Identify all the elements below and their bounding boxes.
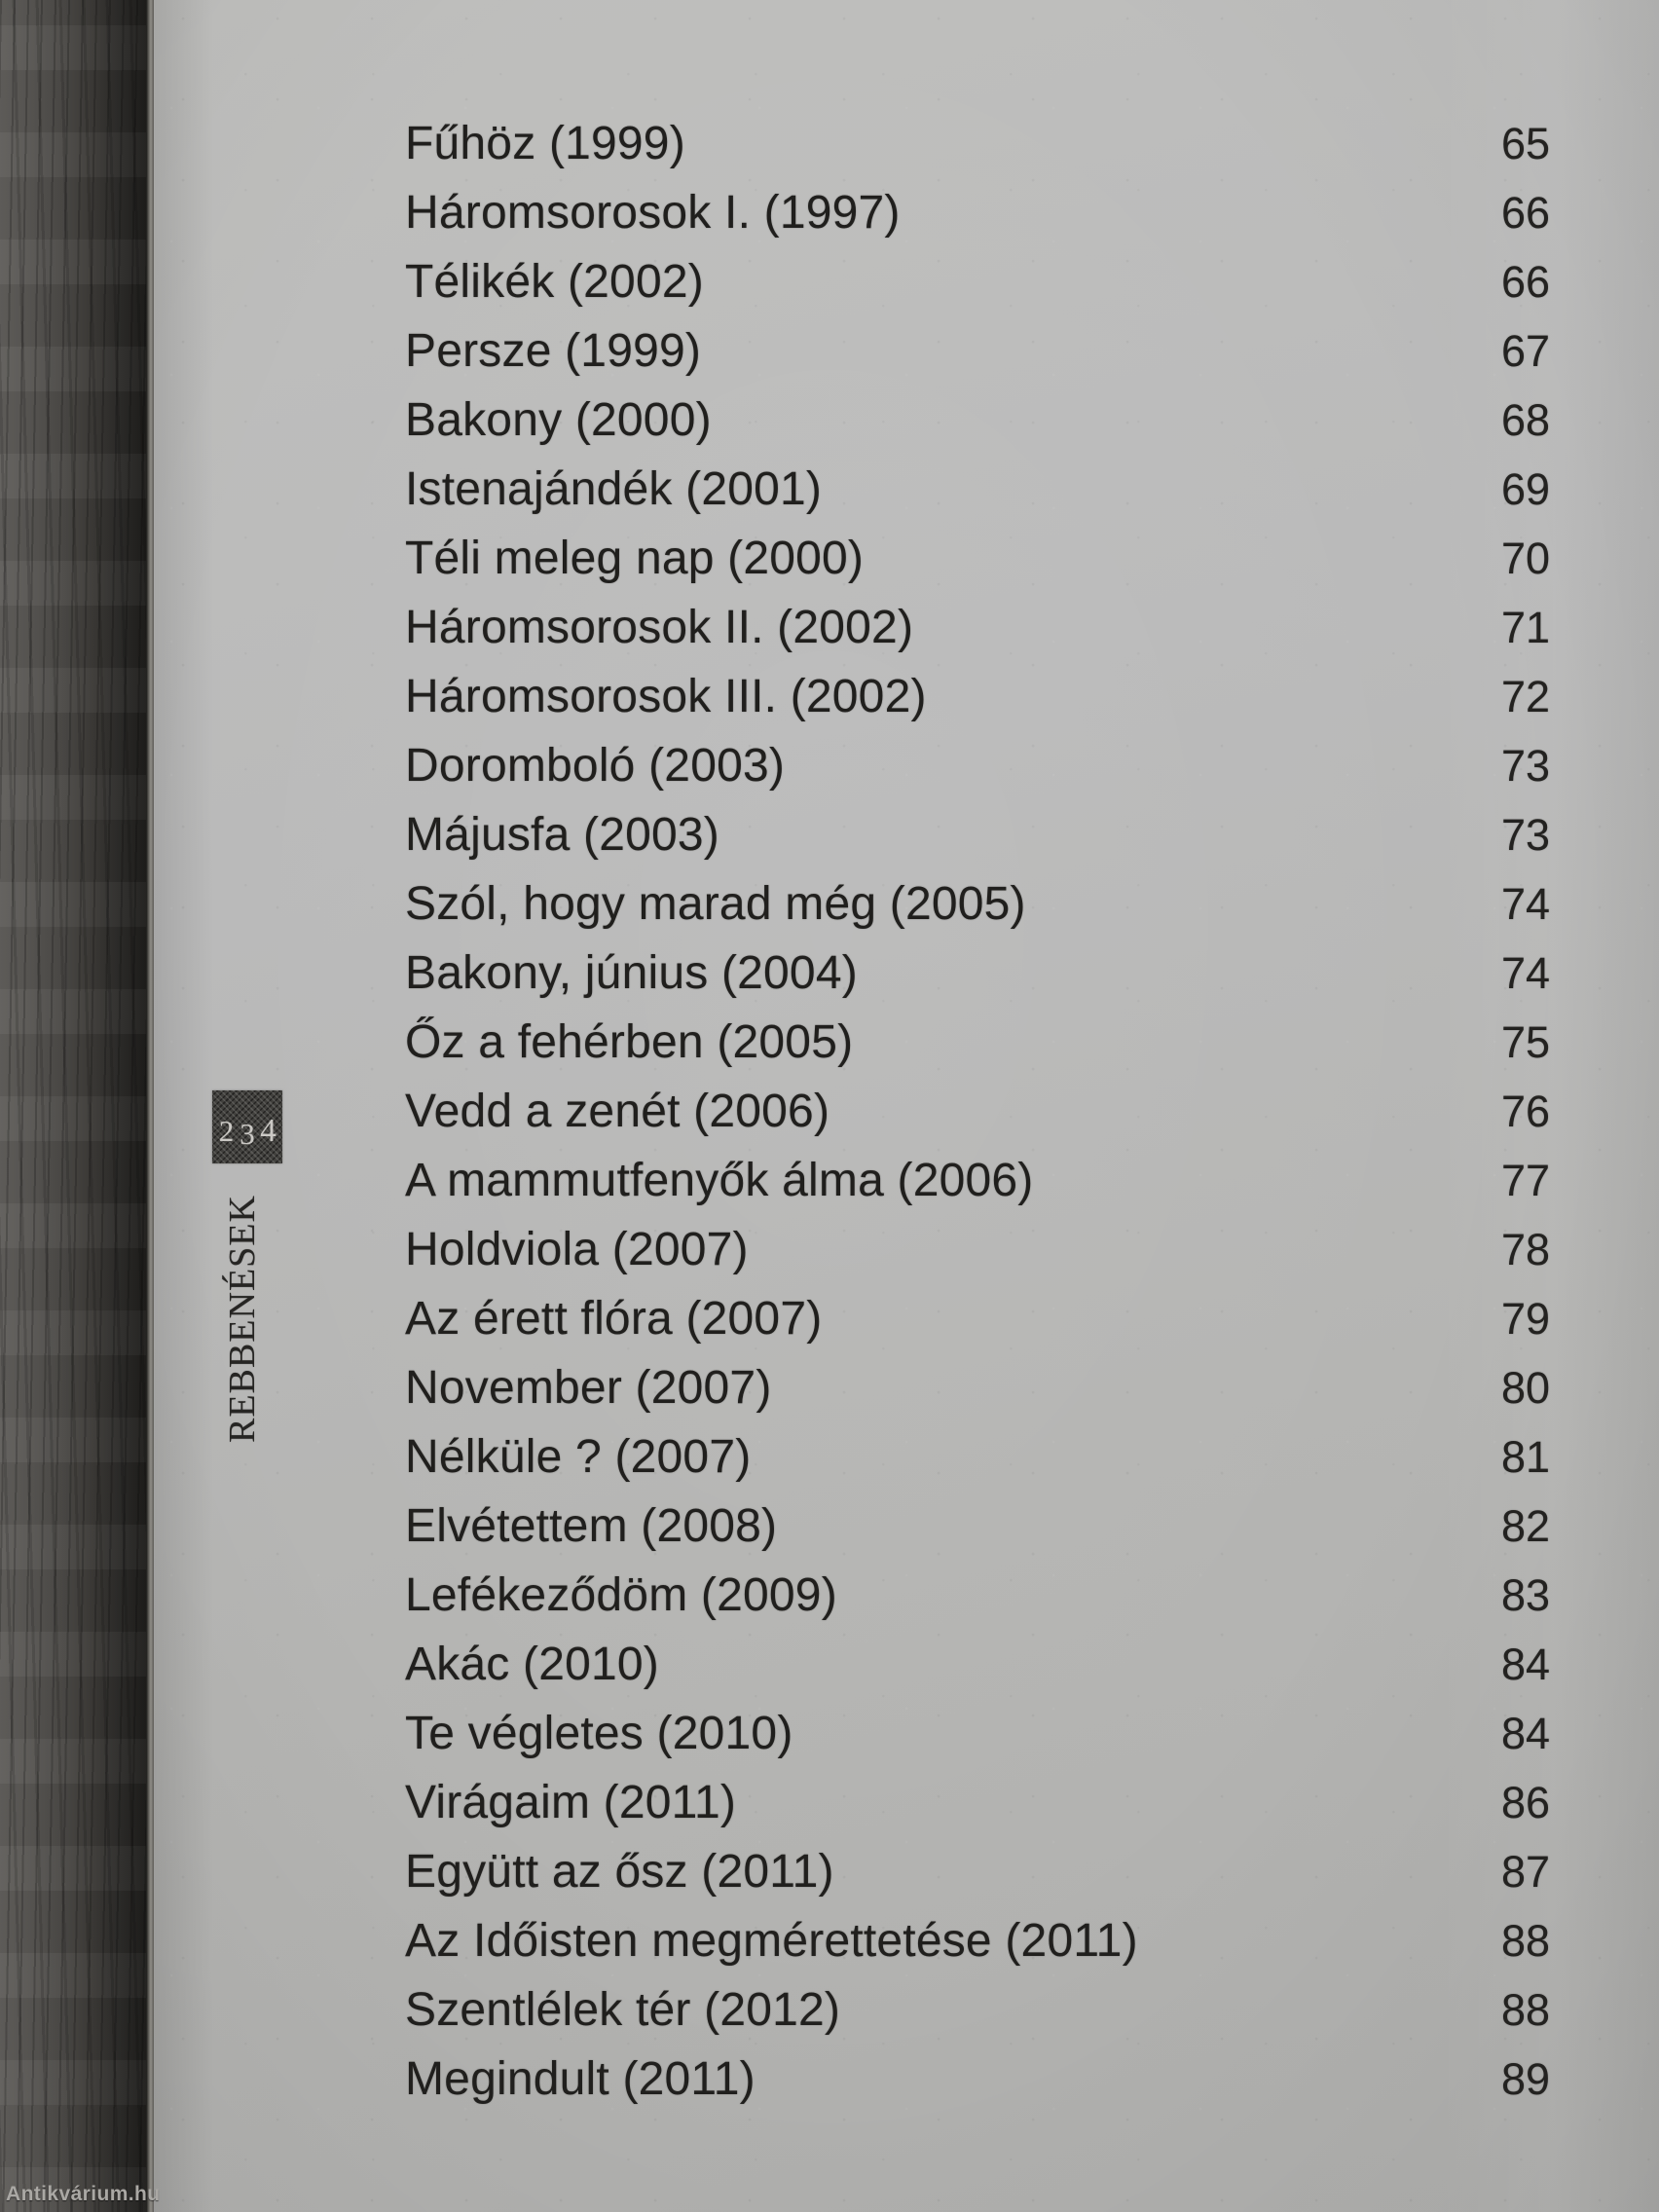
toc-entry-title: Májusfa (2003) (405, 809, 719, 861)
toc-entry-page-number: 89 (1500, 2054, 1550, 2104)
toc-entry-title: Háromsorosok III. (2002) (405, 671, 927, 722)
toc-row: Elvétettem (2008) 82 (405, 1492, 1550, 1561)
toc-entry-page-number: 74 (1500, 879, 1550, 929)
spine-page-number-badge: 234 (212, 1090, 282, 1163)
toc-entry-page-number: 87 (1500, 1847, 1550, 1897)
toc-entry-title: Háromsorosok I. (1997) (405, 187, 901, 239)
spine-section-title-vertical: REBBENÉSEK (222, 1195, 263, 1443)
spine-page-number: 234 (218, 1111, 283, 1151)
toc-entry-page-number: 79 (1500, 1294, 1550, 1344)
toc-entry-title: A mammutfenyők álma (2006) (405, 1155, 1034, 1206)
toc-entry-title: Megindult (2011) (405, 2053, 756, 2105)
toc-entry-title: Elvétettem (2008) (405, 1500, 778, 1552)
toc-entry-page-number: 65 (1500, 119, 1550, 168)
toc-entry-title: Nélküle ? (2007) (405, 1431, 752, 1483)
toc-entry-page-number: 75 (1500, 1017, 1550, 1067)
toc-row: Vedd a zenét (2006) 76 (405, 1077, 1550, 1146)
toc-row: Lefékeződöm (2009) 83 (405, 1561, 1550, 1630)
toc-entry-title: November (2007) (405, 1362, 772, 1414)
toc-row: Háromsorosok III. (2002) 72 (405, 662, 1550, 731)
toc-row: Persze (1999) 67 (405, 316, 1550, 386)
toc-entry-page-number: 88 (1500, 1985, 1550, 2035)
toc-row: Szentlélek tér (2012) 88 (405, 1975, 1550, 2045)
toc-entry-page-number: 69 (1500, 464, 1550, 514)
toc-row: Bakony, június (2004) 74 (405, 939, 1550, 1008)
toc-entry-page-number: 84 (1500, 1640, 1550, 1689)
toc-entry-title: Fűhöz (1999) (405, 118, 685, 169)
toc-entry-title: Holdviola (2007) (405, 1224, 749, 1275)
toc-row: Őz a fehérben (2005) 75 (405, 1008, 1550, 1077)
toc-entry-title: Persze (1999) (405, 325, 702, 377)
toc-row: Akác (2010) 84 (405, 1630, 1550, 1699)
toc-entry-title: Télikék (2002) (405, 256, 704, 308)
toc-entry-title: Virágaim (2011) (405, 1777, 737, 1828)
toc-entry-title: Az érett flóra (2007) (405, 1293, 823, 1345)
toc-row: Istenajándék (2001) 69 (405, 455, 1550, 524)
toc-row: Háromsorosok I. (1997) 66 (405, 178, 1550, 247)
toc-row: A mammutfenyők álma (2006) 77 (405, 1146, 1550, 1215)
toc-entry-page-number: 88 (1500, 1916, 1550, 1966)
toc-list: Fűhöz (1999) 65 Háromsorosok I. (1997) 6… (405, 109, 1550, 2114)
toc-row: Májusfa (2003) 73 (405, 800, 1550, 869)
toc-entry-page-number: 72 (1500, 672, 1550, 721)
toc-row: Együtt az ősz (2011) 87 (405, 1837, 1550, 1906)
toc-entry-title: Téli meleg nap (2000) (405, 533, 865, 584)
toc-row: Holdviola (2007) 78 (405, 1215, 1550, 1284)
toc-row: Virágaim (2011) 86 (405, 1768, 1550, 1837)
toc-entry-title: Istenajándék (2001) (405, 463, 823, 515)
toc-entry-title: Vedd a zenét (2006) (405, 1086, 830, 1137)
toc-entry-title: Őz a fehérben (2005) (405, 1016, 854, 1068)
toc-row: Az érett flóra (2007) 79 (405, 1284, 1550, 1353)
toc-entry-page-number: 80 (1500, 1363, 1550, 1413)
toc-entry-page-number: 77 (1500, 1156, 1550, 1205)
toc-entry-page-number: 66 (1500, 188, 1550, 238)
toc-entry-title: Bakony (2000) (405, 394, 712, 446)
toc-entry-page-number: 86 (1500, 1778, 1550, 1827)
toc-entry-title: Lefékeződöm (2009) (405, 1569, 837, 1621)
toc-row: Az Időisten megmérettetése (2011) 88 (405, 1906, 1550, 1975)
toc-entry-page-number: 82 (1500, 1501, 1550, 1551)
toc-entry-page-number: 73 (1500, 810, 1550, 860)
toc-row: Fűhöz (1999) 65 (405, 109, 1550, 178)
toc-row: Megindult (2011) 89 (405, 2045, 1550, 2114)
toc-row: Nélküle ? (2007) 81 (405, 1422, 1550, 1492)
toc-entry-page-number: 67 (1500, 326, 1550, 376)
toc-entry-page-number: 66 (1500, 257, 1550, 307)
toc-entry-title: Az Időisten megmérettetése (2011) (405, 1915, 1138, 1967)
toc-entry-title: Bakony, június (2004) (405, 947, 858, 999)
toc-entry-title: Te végletes (2010) (405, 1708, 793, 1759)
antikvarium-watermark: Antikvárium.hu (6, 2183, 161, 2205)
toc-row: Háromsorosok II. (2002) 71 (405, 593, 1550, 662)
book-spine-board (0, 0, 146, 2212)
toc-entry-page-number: 71 (1500, 603, 1550, 652)
toc-entry-title: Együtt az ősz (2011) (405, 1846, 834, 1898)
toc-row: Téli meleg nap (2000) 70 (405, 524, 1550, 593)
toc-entry-title: Szól, hogy marad még (2005) (405, 878, 1026, 930)
toc-row: November (2007) 80 (405, 1353, 1550, 1422)
page-edge-highlight (146, 0, 154, 2212)
toc-row: Bakony (2000) 68 (405, 386, 1550, 455)
toc-row: Te végletes (2010) 84 (405, 1699, 1550, 1768)
toc-entry-page-number: 74 (1500, 948, 1550, 998)
toc-entry-title: Akác (2010) (405, 1639, 659, 1690)
toc-entry-page-number: 76 (1500, 1087, 1550, 1136)
toc-row: Télikék (2002) 66 (405, 247, 1550, 316)
toc-row: Doromboló (2003) 73 (405, 731, 1550, 800)
toc-entry-page-number: 81 (1500, 1432, 1550, 1482)
toc-entry-page-number: 78 (1500, 1225, 1550, 1274)
toc-row: Szól, hogy marad még (2005) 74 (405, 869, 1550, 939)
toc-entry-page-number: 84 (1500, 1709, 1550, 1758)
toc-entry-page-number: 68 (1500, 395, 1550, 445)
toc-entry-title: Doromboló (2003) (405, 740, 786, 792)
toc-entry-page-number: 70 (1500, 534, 1550, 583)
toc-entry-page-number: 83 (1500, 1570, 1550, 1620)
toc-entry-page-number: 73 (1500, 741, 1550, 791)
toc-entry-title: Háromsorosok II. (2002) (405, 602, 914, 653)
toc-entry-title: Szentlélek tér (2012) (405, 1984, 841, 2036)
